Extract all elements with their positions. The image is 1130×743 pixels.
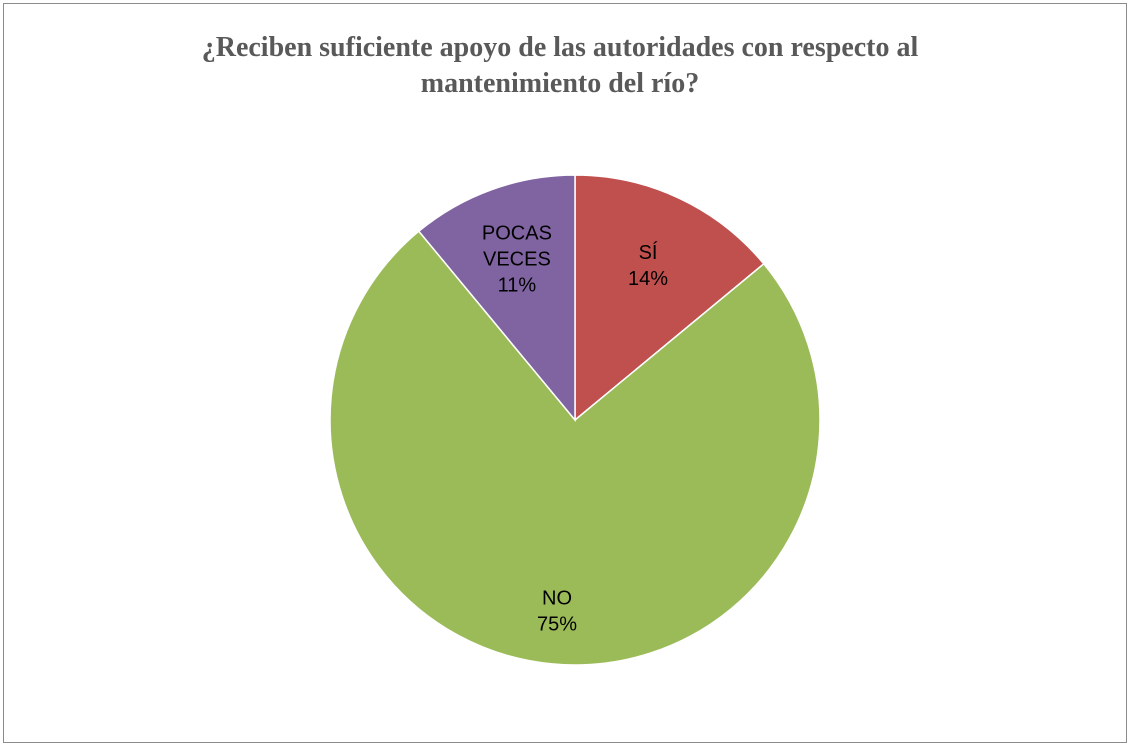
chart-title-line-2: mantenimiento del río? <box>420 68 700 99</box>
pie-slices <box>329 174 821 666</box>
pie-label-pocas-veces: POCAS VECES 11% <box>482 223 552 297</box>
pie-label-value: 11% <box>498 275 537 297</box>
pie-label-category: POCAS <box>482 223 552 245</box>
chart-title-line-1: ¿Reciben suficiente apoyo de las autorid… <box>201 32 919 63</box>
pie-slice-si <box>574 174 765 422</box>
pie-label-category: NO <box>542 587 572 609</box>
pie-labels: SÍ 14% NO 75% POCAS VECES 11% <box>482 223 668 636</box>
pie-slice-pocas-veces <box>417 174 576 423</box>
pie-label-value: 75% <box>537 613 577 635</box>
pie-label-no: NO 75% <box>537 587 577 635</box>
chart-title: ¿Reciben suficiente apoyo de las autorid… <box>100 30 1020 102</box>
pie-label-value: 14% <box>628 268 668 290</box>
pie-label-si: SÍ 14% <box>628 241 668 290</box>
pie-chart: SÍ 14% NO 75% POCAS VECES 11% <box>329 174 821 666</box>
pie-label-category: VECES <box>483 249 551 271</box>
pie-label-category: SÍ <box>639 241 658 264</box>
pie-slice-no <box>329 230 821 666</box>
